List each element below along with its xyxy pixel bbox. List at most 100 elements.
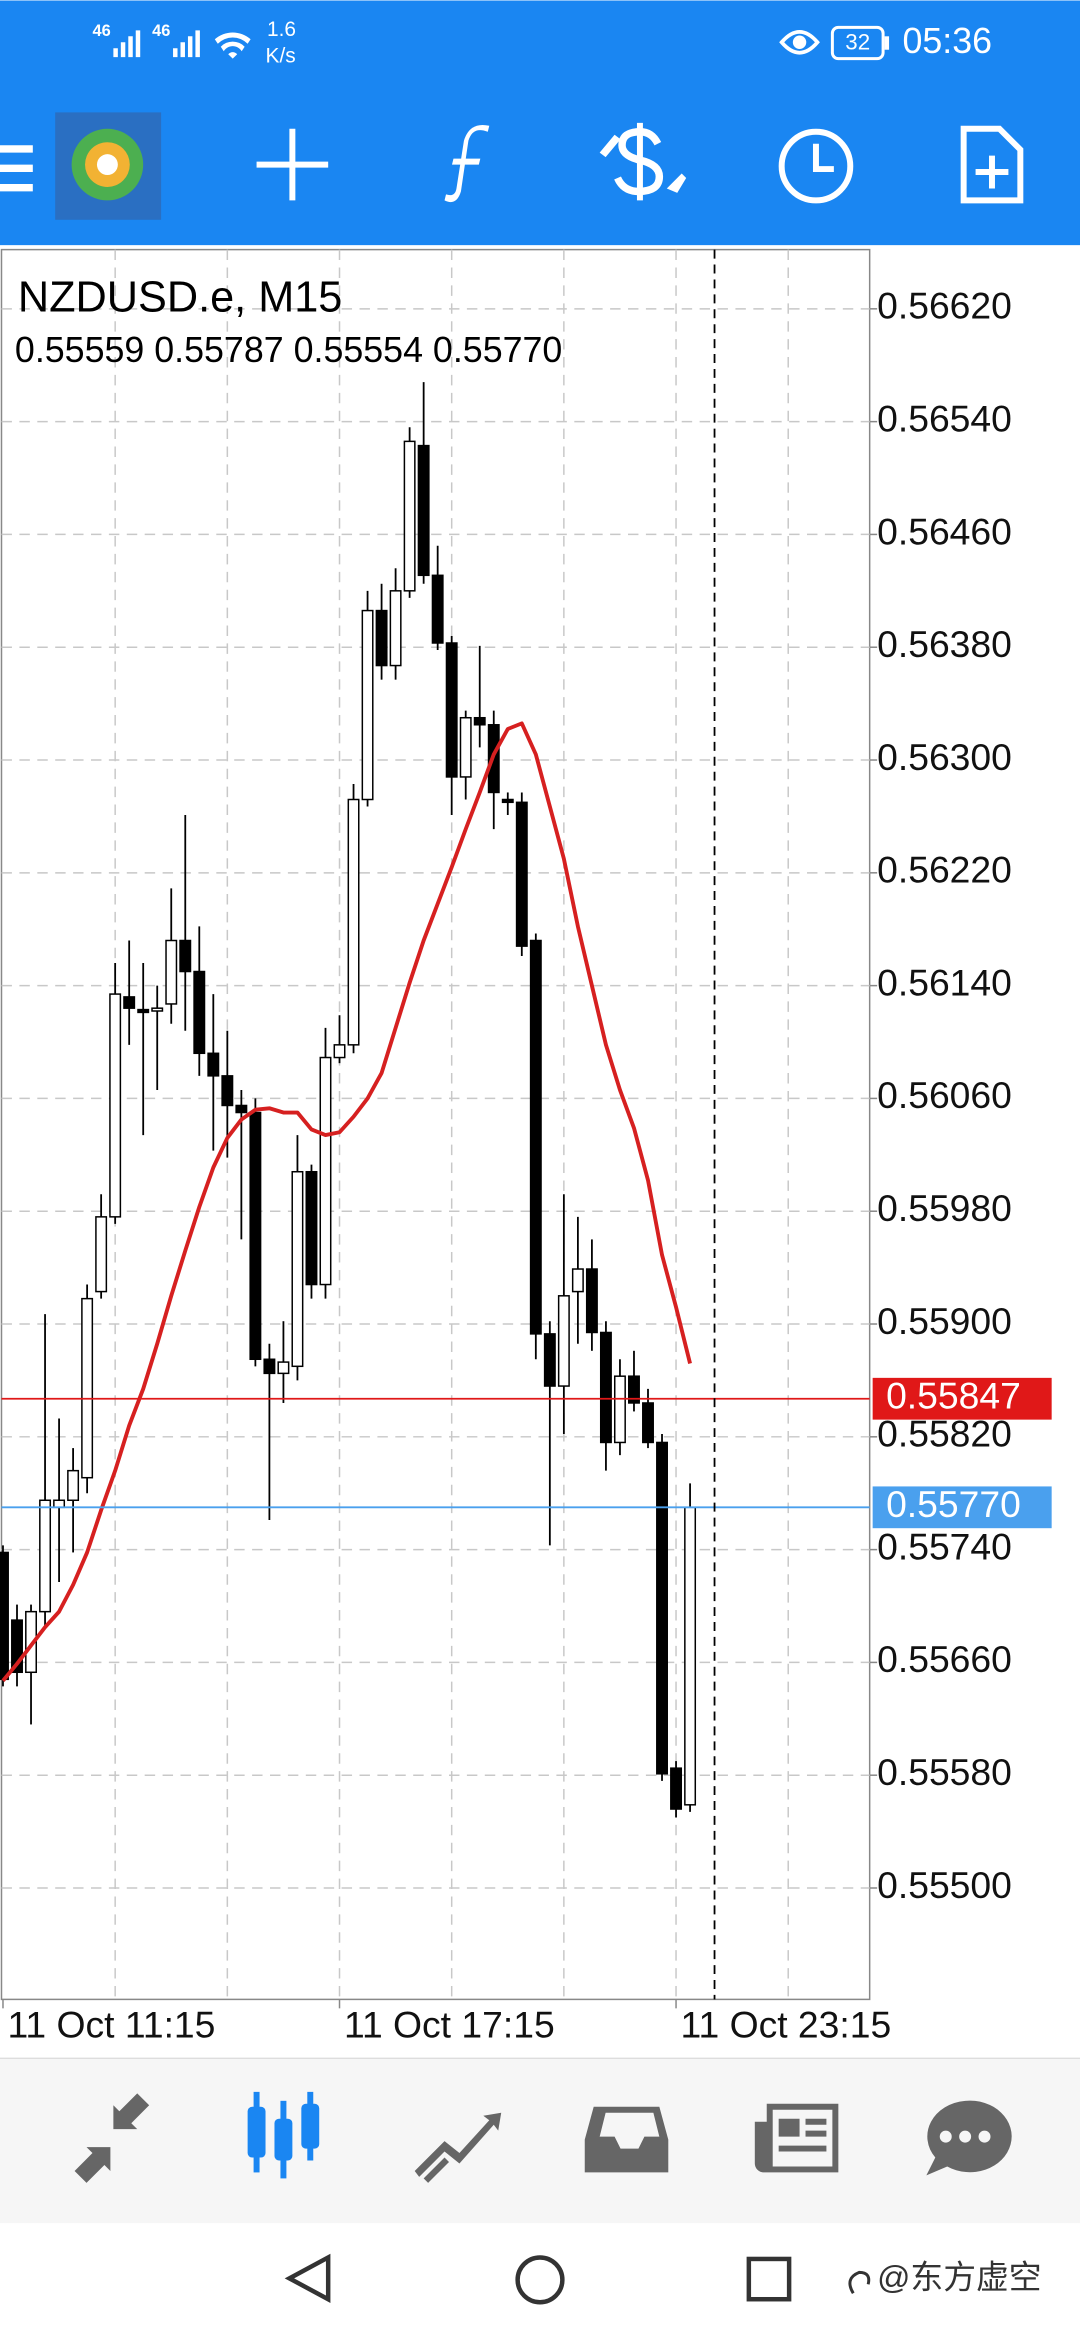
- candle-body: [543, 1333, 556, 1387]
- menu-button[interactable]: [0, 145, 33, 192]
- candle-body: [445, 642, 458, 778]
- indicators-button[interactable]: [444, 124, 490, 203]
- y-tick-label: 0.56060: [877, 1074, 1012, 1116]
- trade-button[interactable]: [599, 122, 687, 201]
- candle-body: [529, 939, 542, 1335]
- y-tick-label: 0.55820: [877, 1413, 1012, 1455]
- candle-body: [193, 970, 206, 1055]
- candle-body: [656, 1441, 668, 1775]
- candle-body: [515, 801, 528, 947]
- ohlc-text: 0.55559 0.55787 0.55554 0.55770: [15, 330, 562, 370]
- system-nav: [284, 2253, 871, 2305]
- eye-icon: [779, 29, 820, 55]
- y-tick-label: 0.56300: [877, 736, 1012, 778]
- candle-body: [557, 1295, 570, 1387]
- candle-body: [684, 1506, 697, 1806]
- candle-body: [221, 1075, 234, 1107]
- candle-body: [179, 939, 192, 973]
- candle-body: [291, 1170, 304, 1368]
- candle-body: [67, 1469, 80, 1502]
- candle-body: [333, 1044, 346, 1059]
- battery-icon: [830, 25, 885, 61]
- watermark: @东方虚空: [877, 2259, 1041, 2296]
- candle-body: [235, 1104, 248, 1114]
- chart: [0, 249, 878, 2009]
- candle-body: [151, 1007, 164, 1012]
- trade-tab[interactable]: [414, 2112, 502, 2183]
- signal-icon: [173, 30, 200, 58]
- candle-body: [599, 1331, 612, 1444]
- battery-tip: [884, 36, 890, 50]
- candle-body: [347, 798, 360, 1046]
- candle-body: [613, 1375, 626, 1444]
- crosshair-button[interactable]: [256, 128, 329, 201]
- chart-title: NZDUSD.e, M15: [18, 274, 342, 322]
- chart-frame: [0, 248, 871, 2001]
- back-button[interactable]: [284, 2253, 331, 2303]
- price-label-box: [872, 1486, 1052, 1529]
- candle-body: [361, 609, 374, 801]
- clock: 05:36: [902, 21, 992, 61]
- y-tick-label: 0.55900: [877, 1300, 1012, 1342]
- chat-dot: [939, 2130, 952, 2143]
- price-label: 0.55770: [886, 1483, 1021, 1525]
- candle-body: [628, 1375, 640, 1404]
- eye-pupil: [792, 35, 807, 49]
- y-tick-label: 0.56540: [877, 397, 1012, 439]
- candle-body: [165, 939, 178, 1005]
- x-tick-label: 11 Oct 17:15: [344, 2004, 555, 2046]
- watermark-icon: [848, 2270, 871, 2295]
- quotes-tab[interactable]: [74, 2093, 150, 2183]
- signal-icon: [113, 30, 141, 58]
- candle-body: [123, 996, 136, 1009]
- candle-body: [389, 590, 402, 667]
- candle-body: [459, 716, 472, 778]
- candle-body: [0, 1551, 9, 1681]
- y-tick-label: 0.56220: [877, 849, 1012, 891]
- toolbar: [0, 112, 1024, 220]
- y-tick-label: 0.55500: [877, 1864, 1012, 1906]
- candle-body: [53, 1499, 66, 1509]
- tab-bar: [0, 2059, 1080, 2224]
- candle-body: [263, 1358, 276, 1375]
- net-speed: 1.6: [267, 18, 296, 41]
- app-logo[interactable]: [55, 112, 162, 220]
- y-tick-label: 0.55740: [877, 1525, 1012, 1567]
- battery-level: 32: [845, 30, 870, 55]
- wifi-icon: [214, 32, 251, 59]
- candle-body: [249, 1111, 262, 1361]
- new-order-button[interactable]: [960, 125, 1024, 204]
- candle-body: [473, 716, 486, 726]
- candle-body: [305, 1170, 318, 1286]
- period-button[interactable]: [778, 128, 854, 204]
- chart-tab[interactable]: [247, 2091, 320, 2179]
- candle-body: [417, 444, 430, 577]
- net-speed-unit: K/s: [266, 45, 296, 68]
- candle-body: [585, 1268, 598, 1334]
- candle-body: [670, 1767, 683, 1810]
- y-tick-label: 0.55980: [877, 1187, 1012, 1229]
- moving-average: [1, 721, 692, 1682]
- candle-body: [375, 609, 388, 667]
- home-button[interactable]: [515, 2255, 565, 2305]
- candle-body: [11, 1619, 23, 1674]
- candle-body: [137, 1008, 150, 1014]
- candle-body: [109, 993, 122, 1218]
- candle-body: [25, 1610, 37, 1674]
- x-tick-label: 11 Oct 23:15: [681, 2004, 892, 2046]
- x-tick-label: 11 Oct 11:15: [7, 2004, 215, 2046]
- candle-body: [39, 1499, 52, 1613]
- network-type: 46: [152, 22, 170, 40]
- price-label: 0.55847: [886, 1375, 1021, 1417]
- candle-body: [207, 1052, 220, 1077]
- history-tab[interactable]: [584, 2106, 669, 2173]
- recents-button[interactable]: [746, 2256, 792, 2302]
- chat-dot: [959, 2130, 972, 2143]
- y-tick-label: 0.55580: [877, 1751, 1012, 1793]
- news-tab[interactable]: [754, 2103, 839, 2173]
- candle-body: [431, 574, 444, 644]
- candle-body: [319, 1056, 332, 1286]
- candle-body: [81, 1297, 94, 1479]
